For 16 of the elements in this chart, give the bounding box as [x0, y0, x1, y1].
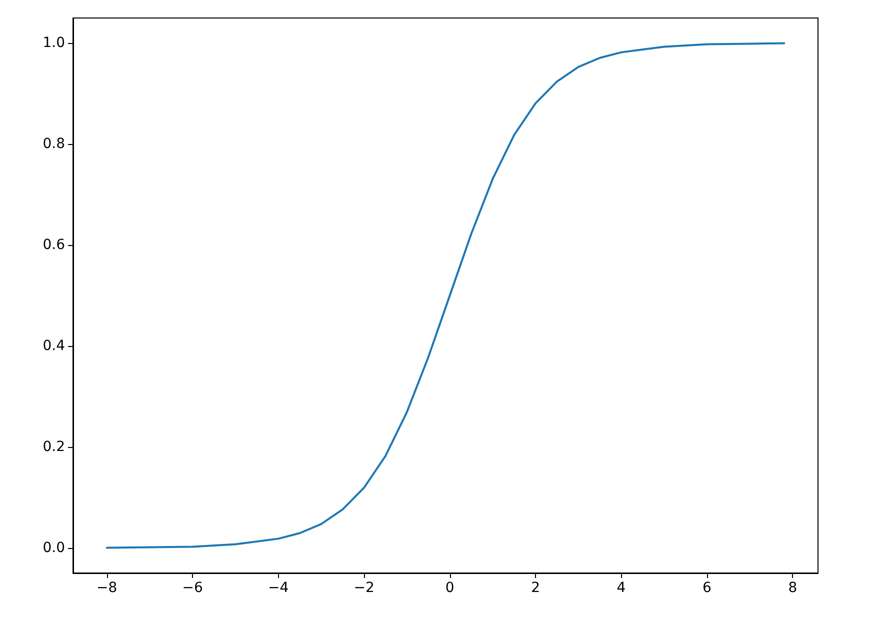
- y-tick-label: 0.2: [42, 438, 65, 455]
- y-tick-label: 1.0: [42, 35, 65, 52]
- x-tick-label: 8: [788, 580, 798, 596]
- x-tick-label: 4: [616, 580, 626, 596]
- x-tick-label: −2: [354, 580, 374, 596]
- y-tick-label: 0.0: [42, 540, 65, 556]
- y-tick-label: 0.4: [42, 338, 66, 354]
- x-tick-label: 0: [445, 580, 454, 596]
- x-tick-label: −6: [182, 580, 204, 596]
- y-tick-label: 0.6: [42, 237, 66, 254]
- x-tick-label: 6: [702, 580, 712, 596]
- y-tick-label: 0.8: [42, 136, 65, 152]
- line-series: [106, 42, 786, 549]
- x-tick-label: −4: [268, 580, 289, 596]
- x-tick-label: −8: [96, 580, 118, 596]
- x-tick-label: 2: [531, 580, 540, 596]
